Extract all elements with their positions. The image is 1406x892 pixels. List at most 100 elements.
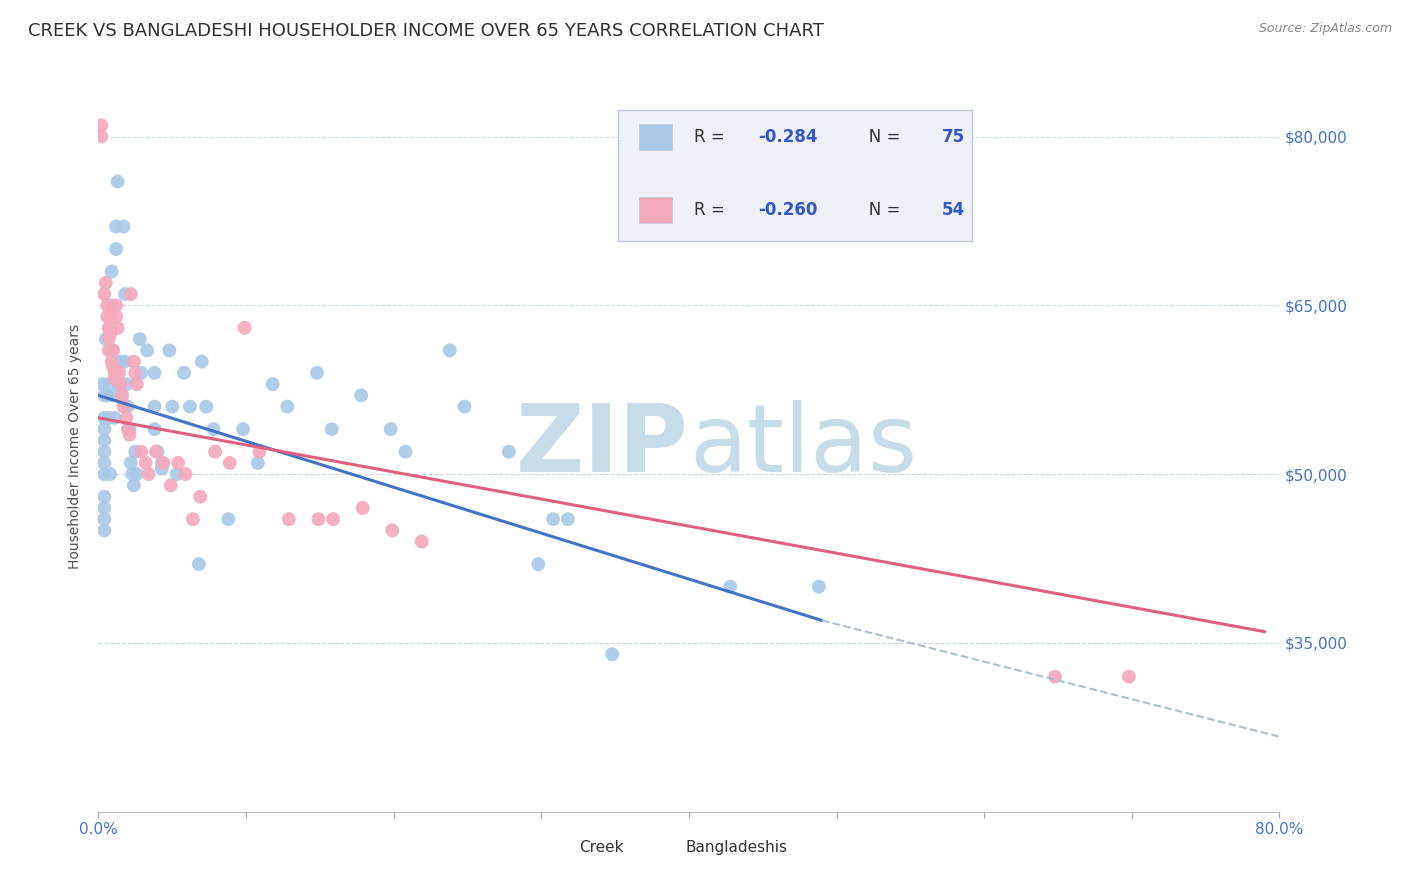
Point: [145, 444, 167, 458]
Point: [94, 332, 117, 346]
Text: 54: 54: [942, 201, 965, 219]
Point: [124, 366, 146, 380]
FancyBboxPatch shape: [619, 110, 973, 241]
Point: [233, 321, 256, 335]
Point: [97, 410, 120, 425]
Point: [122, 478, 145, 492]
Text: Creek: Creek: [579, 840, 624, 855]
Point: [98, 310, 121, 324]
Point: [138, 467, 160, 482]
Point: [152, 456, 174, 470]
Point: [96, 298, 118, 312]
Point: [162, 400, 183, 414]
Point: [1118, 670, 1140, 684]
Point: [307, 512, 329, 526]
Point: [104, 366, 127, 380]
Point: [98, 326, 121, 341]
Point: [129, 444, 152, 458]
Point: [167, 456, 190, 470]
Point: [143, 366, 166, 380]
Point: [204, 444, 226, 458]
Y-axis label: Householder Income Over 65 years: Householder Income Over 65 years: [69, 324, 83, 568]
Point: [91, 377, 114, 392]
Point: [166, 467, 188, 482]
Point: [557, 512, 579, 526]
Point: [125, 377, 148, 392]
Point: [114, 354, 136, 368]
Point: [93, 422, 115, 436]
Text: atlas: atlas: [689, 400, 917, 492]
Point: [381, 524, 404, 538]
Text: R =: R =: [693, 128, 730, 146]
Point: [150, 456, 173, 470]
Point: [439, 343, 461, 358]
Point: [100, 354, 122, 368]
Point: [96, 310, 118, 324]
Point: [277, 512, 299, 526]
Point: [179, 400, 201, 414]
Point: [718, 580, 741, 594]
Text: N =: N =: [853, 201, 905, 219]
Point: [262, 377, 284, 392]
Point: [97, 321, 120, 335]
Point: [105, 242, 128, 256]
Point: [111, 388, 134, 402]
Point: [93, 500, 115, 515]
Point: [110, 377, 132, 392]
Point: [173, 366, 195, 380]
Point: [114, 287, 136, 301]
Point: [108, 366, 131, 380]
Point: [93, 444, 115, 458]
Point: [195, 400, 218, 414]
Point: [125, 467, 148, 482]
Point: [157, 343, 180, 358]
Point: [98, 321, 121, 335]
Point: [276, 400, 298, 414]
FancyBboxPatch shape: [640, 124, 672, 150]
Point: [352, 500, 374, 515]
Point: [527, 557, 550, 571]
Point: [100, 264, 122, 278]
Point: [187, 557, 209, 571]
Point: [93, 434, 115, 448]
Point: [97, 343, 120, 358]
Point: [110, 354, 132, 368]
Point: [188, 490, 211, 504]
Text: Bangladeshis: Bangladeshis: [685, 840, 787, 855]
Point: [90, 118, 112, 132]
Point: [93, 467, 115, 482]
Point: [112, 219, 135, 234]
Point: [115, 410, 138, 425]
Point: [498, 444, 520, 458]
Point: [380, 422, 402, 436]
Point: [104, 371, 127, 385]
Point: [90, 129, 112, 144]
Point: [159, 478, 181, 492]
Point: [322, 512, 344, 526]
Point: [107, 321, 129, 335]
Point: [100, 298, 122, 312]
Point: [94, 276, 117, 290]
Point: [115, 377, 138, 392]
Point: [136, 343, 159, 358]
Point: [218, 456, 240, 470]
Point: [100, 343, 122, 358]
Point: [103, 360, 125, 375]
Point: [246, 456, 269, 470]
Point: [453, 400, 475, 414]
Point: [118, 427, 141, 442]
Point: [120, 456, 142, 470]
Point: [202, 422, 225, 436]
Point: [124, 444, 146, 458]
Point: [93, 410, 115, 425]
Point: [111, 388, 134, 402]
Point: [93, 490, 115, 504]
Point: [112, 400, 135, 414]
Point: [93, 287, 115, 301]
Point: [93, 388, 115, 402]
Point: [93, 512, 115, 526]
Point: [107, 175, 129, 189]
Point: [98, 467, 121, 482]
Point: [117, 400, 139, 414]
Point: [135, 456, 157, 470]
